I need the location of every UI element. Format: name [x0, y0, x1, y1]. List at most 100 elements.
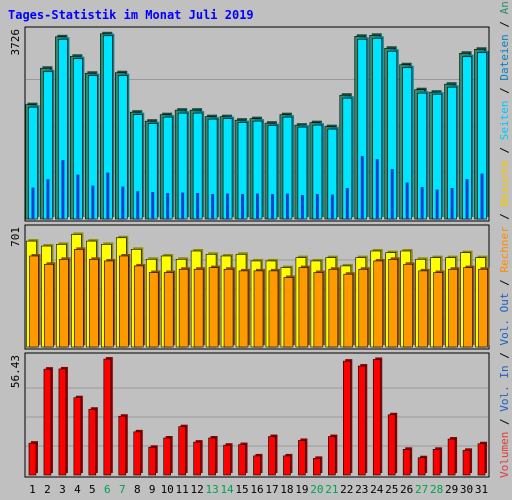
x-label-day-8: 8: [134, 483, 141, 496]
bar-face: [343, 273, 354, 348]
bar-face: [43, 368, 52, 476]
bar-seiten-20: [315, 194, 319, 219]
y-max-label-middle: 701: [9, 227, 22, 247]
bar-face: [253, 455, 261, 476]
bar-seiten-24: [375, 159, 379, 219]
bar-face: [136, 191, 140, 219]
bar-seiten-29: [450, 188, 454, 219]
bar-seiten-7: [121, 186, 125, 219]
chart-title: Tages-Statistik im Monat Juli 2019: [8, 8, 254, 22]
bar-volumen-19: [298, 438, 308, 476]
bar-face: [59, 258, 69, 348]
bar-face: [133, 265, 144, 348]
bar-face: [402, 449, 411, 476]
bar-face: [313, 272, 324, 348]
bar-face: [208, 437, 216, 476]
legend-item-anfragen: Anfragen: [498, 0, 511, 14]
bar-face: [104, 260, 114, 348]
bar-seiten-18: [285, 193, 289, 219]
bar-face: [462, 450, 471, 476]
x-label-day-26: 26: [400, 483, 413, 496]
bar-face: [238, 270, 249, 348]
bar-face: [178, 426, 186, 476]
x-label-day-21: 21: [325, 483, 338, 496]
legend-text: Volumen / Vol. In / Vol. Out / Rechner /…: [498, 0, 511, 478]
bar-seiten-23: [360, 156, 364, 219]
legend-item-dateien: Dateien: [498, 34, 511, 80]
bar-rechner-27: [418, 268, 430, 348]
x-label-day-5: 5: [89, 483, 96, 496]
bar-volumen-11: [178, 424, 188, 476]
bar-rechner-2: [44, 262, 56, 348]
bar-face: [330, 194, 334, 219]
bar-face: [477, 443, 486, 476]
bar-volumen-24: [372, 357, 383, 476]
bar-rechner-13: [208, 265, 221, 348]
bar-rechner-9: [148, 270, 161, 348]
bar-volumen-16: [253, 453, 263, 476]
bar-face: [118, 415, 127, 476]
bar-seiten-28: [435, 189, 439, 219]
bar-face: [223, 444, 231, 476]
bar-face: [357, 365, 366, 476]
x-label-day-17: 17: [265, 483, 278, 496]
bar-rechner-15: [238, 268, 251, 348]
bar-seiten-21: [330, 194, 334, 219]
bar-volumen-22: [343, 359, 353, 476]
bar-face: [433, 272, 443, 348]
bar-face: [193, 441, 201, 476]
bar-face: [343, 360, 351, 476]
bar-rechner-23: [358, 267, 370, 348]
bar-seiten-6: [106, 172, 110, 219]
bar-volumen-18: [283, 453, 293, 476]
legend-separator: /: [498, 412, 511, 432]
bar-face: [253, 270, 264, 348]
y-max-label-bottom: 56.43: [9, 355, 22, 388]
bar-rechner-11: [178, 267, 191, 348]
bar-face: [375, 159, 379, 219]
x-label-day-25: 25: [385, 483, 398, 496]
x-label-day-14: 14: [220, 483, 234, 496]
legend-item-vol-out: Vol. Out: [498, 293, 511, 346]
bar-face: [328, 436, 336, 476]
bar-face: [387, 414, 396, 476]
x-label-day-23: 23: [355, 483, 368, 496]
x-label-day-2: 2: [44, 483, 51, 496]
legend-item-seiten: Seiten: [498, 100, 511, 140]
legend-item-volumen: Volumen: [498, 432, 511, 478]
bar-rechner-20: [313, 270, 325, 348]
x-label-day-9: 9: [149, 483, 156, 496]
bar-volumen-4: [73, 395, 83, 476]
bar-rechner-14: [223, 267, 236, 348]
bar-face: [360, 156, 364, 219]
bar-face: [29, 255, 39, 348]
bar-rechner-1: [29, 253, 41, 348]
bar-seiten-22: [345, 188, 349, 219]
bar-face: [300, 195, 304, 219]
bar-rechner-19: [298, 265, 310, 348]
bar-seiten-4: [76, 174, 80, 219]
bar-volumen-29: [447, 437, 458, 476]
legend-item-besuche: Besuche: [498, 160, 511, 206]
bar-face: [148, 446, 157, 476]
panel-bottom: 56.43: [9, 352, 490, 478]
bar-face: [372, 359, 381, 476]
bar-seiten-8: [136, 191, 140, 219]
bar-volumen-20: [313, 456, 323, 476]
legend-separator: /: [498, 346, 511, 366]
bar-rechner-28: [433, 270, 445, 348]
bar-volumen-3: [58, 366, 68, 476]
bar-face: [181, 192, 185, 219]
bar-face: [403, 263, 413, 348]
bar-seiten-19: [300, 195, 304, 219]
bar-volumen-10: [163, 435, 173, 476]
x-label-day-6: 6: [104, 483, 111, 496]
bar-seiten-1: [31, 187, 35, 219]
bar-face: [148, 272, 159, 348]
bar-rechner-12: [193, 267, 206, 348]
x-label-day-12: 12: [191, 483, 204, 496]
bar-rechner-21: [328, 267, 340, 348]
bar-face: [58, 368, 67, 476]
bar-face: [88, 408, 97, 476]
bar-face: [463, 267, 473, 348]
